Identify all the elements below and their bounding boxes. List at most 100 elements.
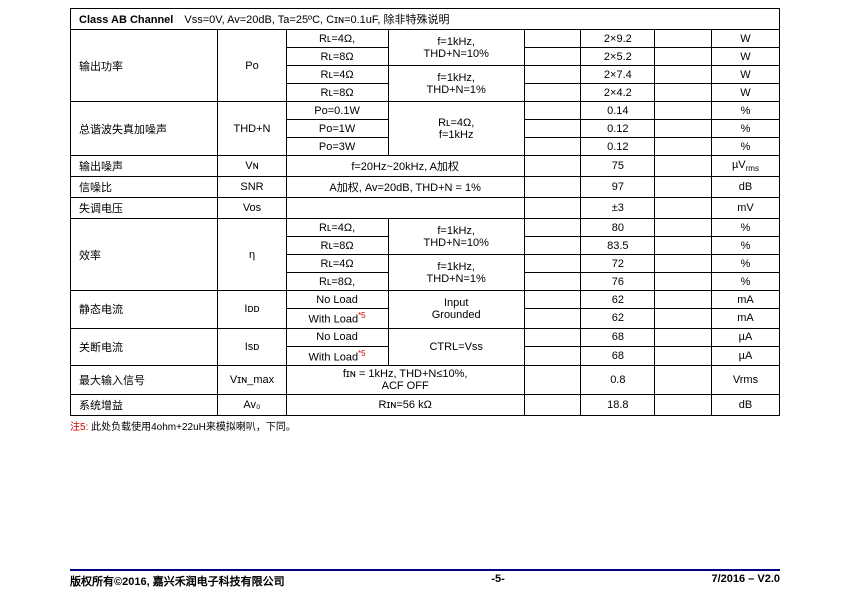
param-symbol: Vɪɴ_max xyxy=(218,366,286,395)
table-row: 总谐波失真加噪声 THD+N Po=0.1W Rʟ=4Ω, f=1kHz 0.1… xyxy=(71,102,780,120)
cond-cell: Rʟ=4Ω xyxy=(286,66,388,84)
typ-cell: 0.12 xyxy=(581,120,655,138)
table-row: 静态电流 Iᴅᴅ No Load Input Grounded 62 mA xyxy=(71,291,780,309)
min-cell xyxy=(524,219,581,237)
max-cell xyxy=(655,346,712,366)
param-symbol: η xyxy=(218,219,286,291)
typ-cell: 68 xyxy=(581,328,655,346)
typ-cell: 83.5 xyxy=(581,237,655,255)
param-symbol: SNR xyxy=(218,177,286,198)
header-conditions: Vss=0V, Av=20dB, Ta=25ºC, Cɪɴ=0.1uF, 除非特… xyxy=(184,14,449,26)
footnote: 注5: 此处负载使用4ohm+22uH来模拟喇叭，下同。 xyxy=(70,418,780,433)
cond-cell: Rʟ=4Ω, xyxy=(286,219,388,237)
param-name: 输出噪声 xyxy=(71,156,218,177)
footer-right: 7/2016 – V2.0 xyxy=(711,573,780,589)
max-cell xyxy=(655,237,712,255)
cond-cell: Rʟ=8Ω xyxy=(286,237,388,255)
min-cell xyxy=(524,346,581,366)
typ-cell: 0.8 xyxy=(581,366,655,395)
footer-center: -5- xyxy=(491,573,504,589)
cond-cell: Rʟ=4Ω, xyxy=(286,30,388,48)
cond-cell: With Load*5 xyxy=(286,346,388,366)
typ-cell: 62 xyxy=(581,291,655,309)
table-row: 失调电压 Vos ±3 mV xyxy=(71,198,780,219)
table-row: 最大输入信号 Vɪɴ_max fɪɴ = 1kHz, THD+N≤10%, AC… xyxy=(71,366,780,395)
cond-part: f=1kHz, xyxy=(437,36,475,48)
typ-cell: 68 xyxy=(581,346,655,366)
cond-cell: Po=1W xyxy=(286,120,388,138)
unit-cell: % xyxy=(711,255,779,273)
table-row: 输出噪声 Vɴ f=20Hz~20kHz, A加权 75 µVrms xyxy=(71,156,780,177)
min-cell xyxy=(524,255,581,273)
unit-cell: % xyxy=(711,273,779,291)
max-cell xyxy=(655,102,712,120)
min-cell xyxy=(524,395,581,416)
cond-cell: No Load xyxy=(286,328,388,346)
min-cell xyxy=(524,198,581,219)
max-cell xyxy=(655,138,712,156)
min-cell xyxy=(524,138,581,156)
table-row: 信噪比 SNR A加权, Av=20dB, THD+N = 1% 97 dB xyxy=(71,177,780,198)
param-symbol: Iᴅᴅ xyxy=(218,291,286,329)
min-cell xyxy=(524,84,581,102)
min-cell xyxy=(524,291,581,309)
unit-cell: mA xyxy=(711,309,779,329)
typ-cell: 97 xyxy=(581,177,655,198)
param-symbol: Vos xyxy=(218,198,286,219)
table-row: 输出功率 Po Rʟ=4Ω, f=1kHz, THD+N=10% 2×9.2 W xyxy=(71,30,780,48)
max-cell xyxy=(655,48,712,66)
unit-cell: Vrms xyxy=(711,366,779,395)
max-cell xyxy=(655,30,712,48)
cond-part: With Load xyxy=(309,314,359,326)
unit-cell: W xyxy=(711,66,779,84)
cond-cell: Rʟ=4Ω, f=1kHz xyxy=(388,102,524,156)
param-name: 失调电压 xyxy=(71,198,218,219)
typ-cell: 2×5.2 xyxy=(581,48,655,66)
cond-part: With Load xyxy=(309,351,359,363)
header-title: Class AB Channel xyxy=(79,14,173,26)
param-name: 输出功率 xyxy=(71,30,218,102)
cond-part: THD+N=1% xyxy=(427,273,486,285)
max-cell xyxy=(655,66,712,84)
cond-cell: fɪɴ = 1kHz, THD+N≤10%, ACF OFF xyxy=(286,366,524,395)
table-row: 系统增益 Av₀ Rɪɴ=56 kΩ 18.8 dB xyxy=(71,395,780,416)
page-content: Class AB Channel Vss=0V, Av=20dB, Ta=25º… xyxy=(0,0,850,433)
param-name: 效率 xyxy=(71,219,218,291)
unit-cell: % xyxy=(711,138,779,156)
unit-cell: % xyxy=(711,219,779,237)
param-name: 关断电流 xyxy=(71,328,218,366)
min-cell xyxy=(524,237,581,255)
param-name: 总谐波失真加噪声 xyxy=(71,102,218,156)
max-cell xyxy=(655,177,712,198)
max-cell xyxy=(655,309,712,329)
cond-cell: A加权, Av=20dB, THD+N = 1% xyxy=(286,177,524,198)
param-symbol: THD+N xyxy=(218,102,286,156)
typ-cell: 0.14 xyxy=(581,102,655,120)
cond-part: f=1kHz, xyxy=(437,261,475,273)
min-cell xyxy=(524,273,581,291)
typ-cell: 2×9.2 xyxy=(581,30,655,48)
unit-cell: µA xyxy=(711,328,779,346)
cond-cell: No Load xyxy=(286,291,388,309)
typ-cell: 72 xyxy=(581,255,655,273)
unit-cell: % xyxy=(711,102,779,120)
max-cell xyxy=(655,120,712,138)
param-symbol: Vɴ xyxy=(218,156,286,177)
unit-cell: mV xyxy=(711,198,779,219)
min-cell xyxy=(524,48,581,66)
cond-cell: Rɪɴ=56 kΩ xyxy=(286,395,524,416)
table-row: 关断电流 Isᴅ No Load CTRL=Vss 68 µA xyxy=(71,328,780,346)
typ-cell: 75 xyxy=(581,156,655,177)
param-name: 静态电流 xyxy=(71,291,218,329)
cond-cell: f=1kHz, THD+N=1% xyxy=(388,66,524,102)
typ-cell: 62 xyxy=(581,309,655,329)
min-cell xyxy=(524,30,581,48)
cond-cell: Po=3W xyxy=(286,138,388,156)
max-cell xyxy=(655,219,712,237)
table-row: 效率 η Rʟ=4Ω, f=1kHz, THD+N=10% 80 % xyxy=(71,219,780,237)
typ-cell: 18.8 xyxy=(581,395,655,416)
min-cell xyxy=(524,102,581,120)
cond-cell: Rʟ=4Ω xyxy=(286,255,388,273)
param-symbol: Po xyxy=(218,30,286,102)
typ-cell: 2×7.4 xyxy=(581,66,655,84)
